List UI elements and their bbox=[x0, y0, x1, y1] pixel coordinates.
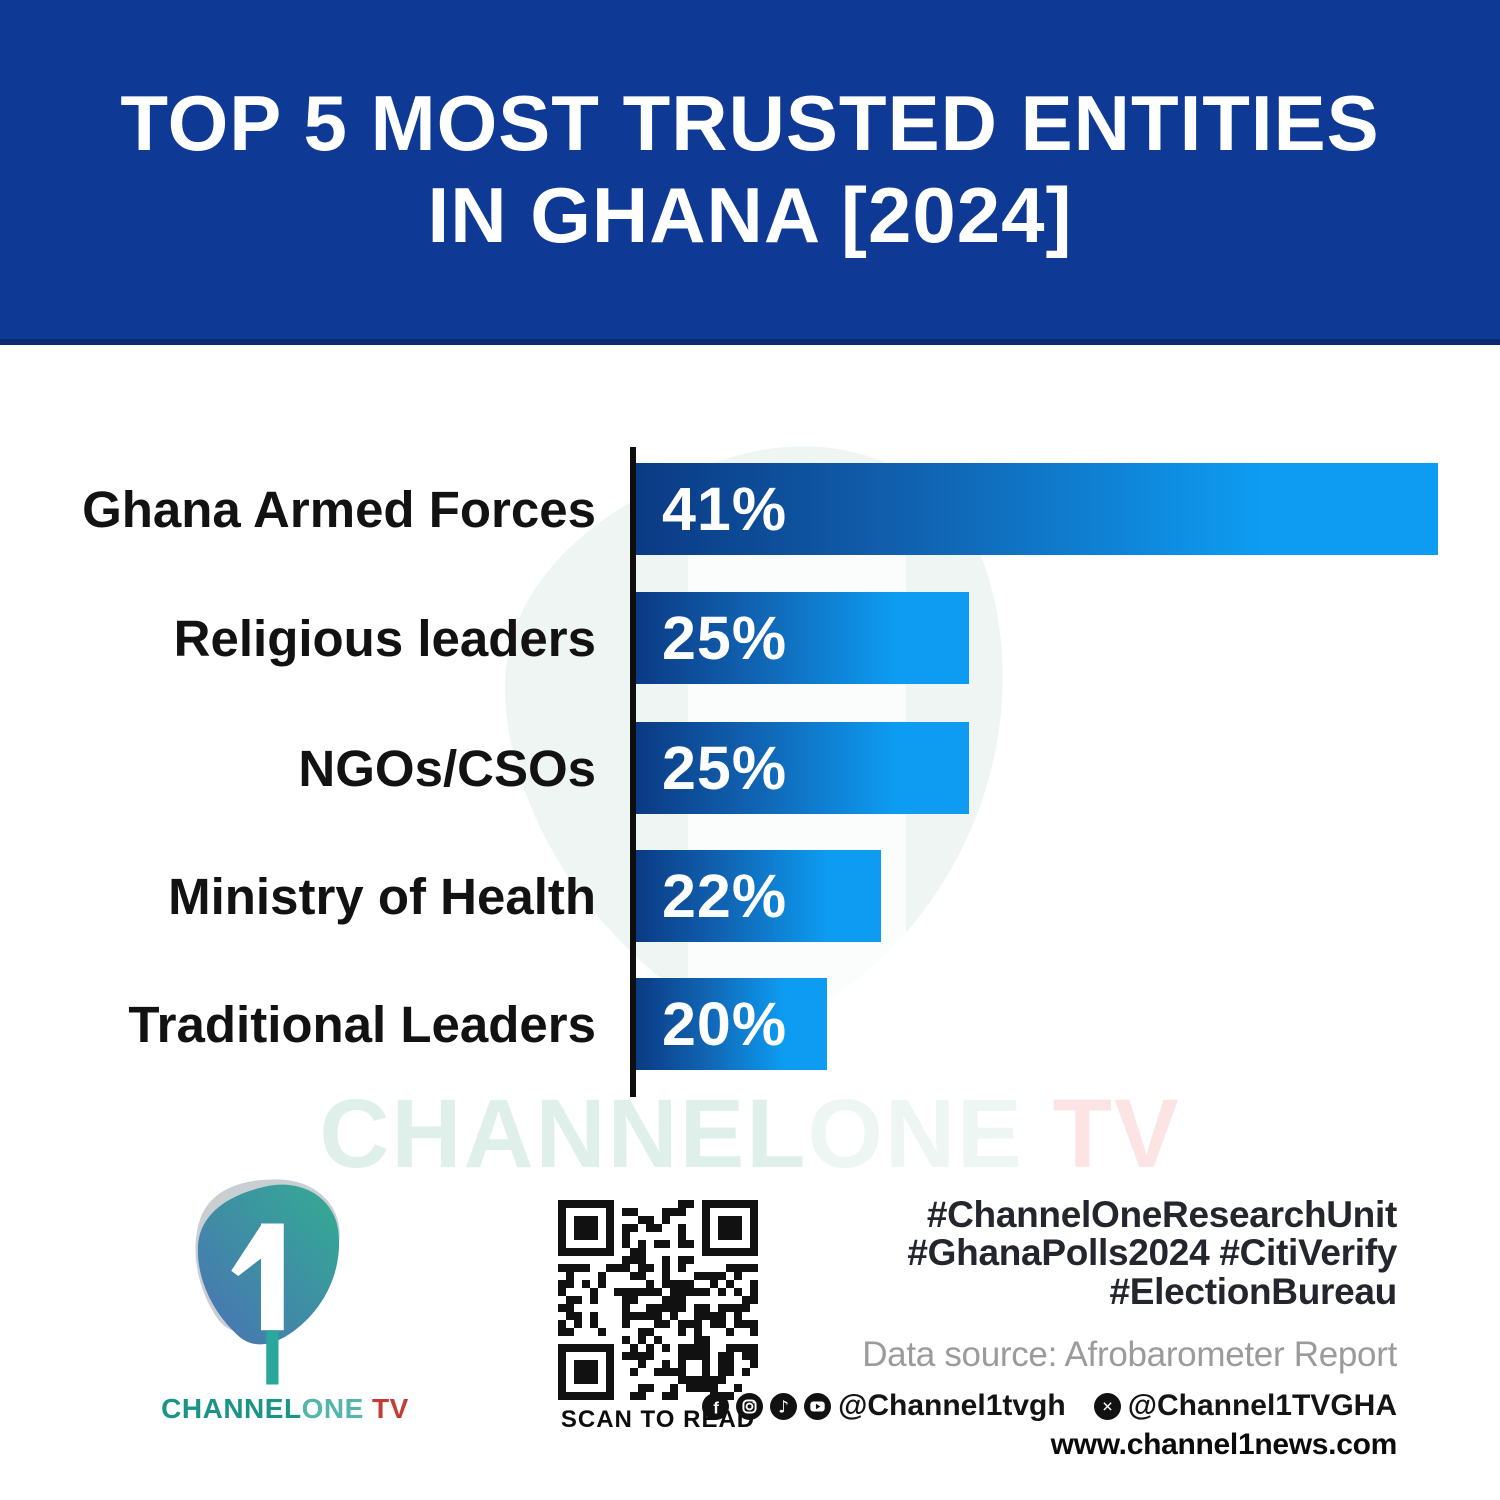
header-banner: TOP 5 MOST TRUSTED ENTITIES IN GHANA [20… bbox=[0, 0, 1500, 345]
bar: 25% bbox=[636, 592, 969, 684]
tiktok-icon: ♪ bbox=[770, 1392, 798, 1420]
youtube-icon bbox=[804, 1392, 832, 1420]
social-handle-primary: @Channel1tvgh bbox=[838, 1389, 1066, 1423]
qr-code-image bbox=[558, 1200, 758, 1400]
bar-value: 25% bbox=[662, 604, 788, 672]
hashtag-line: #GhanaPolls2024 #CitiVerify bbox=[907, 1232, 1397, 1274]
bar-row: Ghana Armed Forces 41% bbox=[0, 463, 1500, 555]
brand-watermark-one: ONE bbox=[807, 1079, 1024, 1188]
channel-one-wordmark: CHANNELONE TV bbox=[120, 1393, 450, 1425]
bar-row: Ministry of Health 22% bbox=[0, 850, 1500, 942]
chart-axis-line bbox=[630, 447, 636, 1097]
bar-label: NGOs/CSOs bbox=[298, 739, 596, 797]
channel-one-logo-icon bbox=[195, 1179, 340, 1385]
bar-value: 41% bbox=[662, 475, 788, 543]
brand-watermark-channel: CHANNEL bbox=[319, 1079, 808, 1188]
brand-watermark-tv: TV bbox=[1023, 1079, 1181, 1188]
wordmark-channel: CHANNEL bbox=[161, 1393, 302, 1424]
bar-label: Ghana Armed Forces bbox=[82, 480, 596, 538]
bar-row: Religious leaders 25% bbox=[0, 592, 1500, 684]
bar-label: Traditional Leaders bbox=[128, 995, 596, 1053]
social-row: f ♪ @Channel1tvgh ✕ @Channel1TVGHA bbox=[702, 1389, 1397, 1423]
qr-code bbox=[558, 1200, 758, 1400]
svg-text:♪: ♪ bbox=[778, 1397, 789, 1417]
page-title-line1: TOP 5 MOST TRUSTED ENTITIES bbox=[120, 79, 1380, 168]
bar: 41% bbox=[636, 463, 1438, 555]
bar-value: 22% bbox=[662, 862, 788, 930]
page-title-line2: IN GHANA [2024] bbox=[427, 170, 1073, 259]
instagram-icon bbox=[736, 1392, 764, 1420]
bar: 22% bbox=[636, 850, 881, 942]
bar-row: NGOs/CSOs 25% bbox=[0, 722, 1500, 814]
bar-value: 25% bbox=[662, 734, 788, 802]
hashtag-line: #ChannelOneResearchUnit bbox=[926, 1194, 1397, 1235]
bar-label: Religious leaders bbox=[173, 609, 596, 667]
website-url: www.channel1news.com bbox=[1050, 1428, 1398, 1462]
wordmark-one: ONE bbox=[301, 1393, 364, 1424]
hashtag-line: #ElectionBureau bbox=[1109, 1270, 1398, 1312]
wordmark-tv: TV bbox=[363, 1393, 409, 1424]
bar: 20% bbox=[636, 978, 827, 1070]
bar-row: Traditional Leaders 20% bbox=[0, 978, 1500, 1070]
data-source-note: Data source: Afrobarometer Report bbox=[862, 1335, 1397, 1375]
page-title: TOP 5 MOST TRUSTED ENTITIES IN GHANA [20… bbox=[120, 78, 1379, 261]
channel-one-logo bbox=[168, 1178, 368, 1388]
social-handle-x: @Channel1TVGHA bbox=[1127, 1389, 1397, 1423]
svg-text:f: f bbox=[713, 1398, 719, 1417]
bar: 25% bbox=[636, 722, 969, 814]
footer-right-block: #ChannelOneResearchUnit #GhanaPolls2024 … bbox=[702, 1194, 1398, 1462]
svg-text:✕: ✕ bbox=[1101, 1400, 1113, 1416]
brand-watermark: CHANNELONE TV bbox=[0, 1078, 1500, 1190]
bar-value: 20% bbox=[662, 990, 788, 1058]
facebook-icon: f bbox=[702, 1392, 730, 1420]
bar-label: Ministry of Health bbox=[168, 867, 596, 925]
x-twitter-icon: ✕ bbox=[1093, 1392, 1121, 1420]
hashtags: #ChannelOneResearchUnit #GhanaPolls2024 … bbox=[757, 1194, 1398, 1312]
